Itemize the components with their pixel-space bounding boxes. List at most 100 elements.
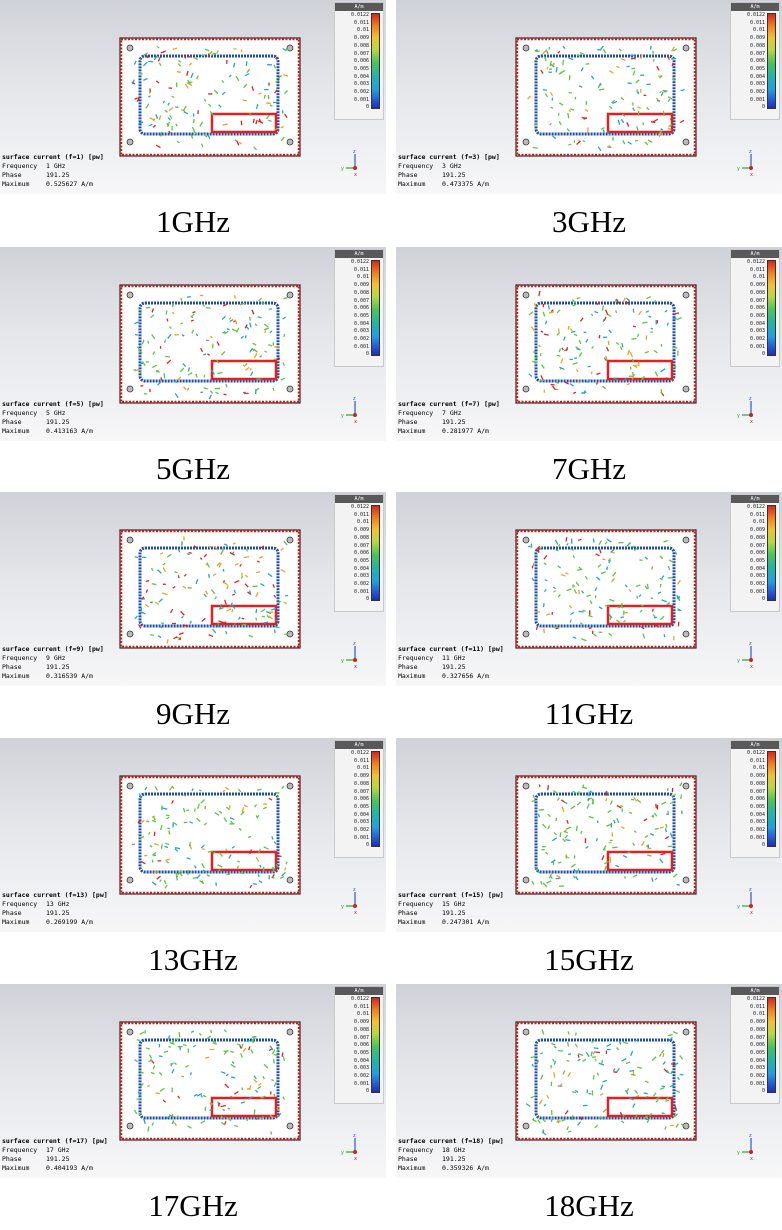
legend-tick-label: 0.009 (354, 1019, 369, 1025)
current-arrow (667, 323, 668, 326)
info-label-phase: Phase (2, 909, 46, 918)
legend-tick-label: 0.011 (750, 512, 765, 518)
info-value-phase: 191.25 (46, 909, 69, 918)
current-arrow (232, 594, 235, 595)
legend-tick-label: 0.008 (750, 781, 765, 787)
mount-hole-icon (523, 139, 529, 145)
current-arrow (597, 49, 601, 50)
info-label-frequency: Frequency (2, 654, 46, 663)
current-arrow (209, 574, 210, 578)
board-current-map (516, 1022, 696, 1144)
legend-tick-label: 0.003 (354, 819, 369, 825)
axis-y-label: y (341, 904, 344, 910)
legend-tick-label: 0.0122 (351, 504, 369, 510)
legend-tick-label: 0 (762, 104, 765, 110)
axis-z-label: z (749, 887, 752, 893)
legend-tick-label: 0.006 (750, 796, 765, 802)
legend-tick-label: 0.01 (357, 27, 369, 33)
legend-tick-label: 0.005 (750, 804, 765, 810)
current-arrow (629, 813, 632, 814)
legend-tick-label: 0 (762, 842, 765, 848)
current-arrow (570, 619, 571, 622)
info-value-phase: 191.25 (46, 1155, 69, 1164)
current-arrow (637, 1067, 642, 1068)
legend-tick-label: 0.006 (750, 305, 765, 311)
info-label-phase: Phase (398, 663, 442, 672)
mount-hole-icon (683, 386, 689, 392)
info-title: surface current (f=17) [pw] (2, 1137, 108, 1146)
current-arrow (631, 339, 636, 340)
current-arrow (568, 113, 569, 118)
current-arrow (566, 537, 567, 541)
info-value-maximum: 0.413163 A/m (46, 427, 93, 436)
current-arrow (663, 111, 664, 116)
frequency-caption: 5GHz (0, 447, 386, 491)
info-title: surface current (f=13) [pw] (2, 891, 108, 900)
current-arrow (274, 630, 275, 633)
current-arrow (576, 349, 580, 350)
legend-tick-label: 0.01 (753, 274, 765, 280)
current-arrow (593, 538, 594, 542)
current-arrow (588, 798, 589, 801)
frequency-caption: 9GHz (0, 692, 386, 736)
legend-tick-label: 0.005 (354, 313, 369, 319)
legend-tick-label: 0.007 (354, 543, 369, 549)
current-arrow (140, 371, 141, 373)
current-arrow (278, 316, 279, 319)
current-arrow (643, 122, 644, 125)
info-value-frequency: 18 GHz (442, 1146, 465, 1155)
axis-z-label: z (353, 641, 356, 647)
legend-tick-label: 0.011 (750, 20, 765, 26)
current-arrow (532, 1064, 533, 1067)
current-arrow (167, 639, 168, 643)
current-arrow (579, 611, 584, 612)
info-value-phase: 191.25 (46, 663, 69, 672)
mount-hole-icon (523, 631, 529, 637)
current-arrow (177, 72, 181, 73)
legend-tick-label: 0.002 (354, 336, 369, 342)
info-value-phase: 191.25 (442, 909, 465, 918)
legend-tick-label: 0 (366, 1088, 369, 1094)
frequency-caption: 11GHz (396, 692, 782, 736)
legend-tick-label: 0.006 (354, 305, 369, 311)
current-arrow (568, 1042, 569, 1047)
info-label-phase: Phase (2, 1155, 46, 1164)
legend-tick-label: 0.009 (750, 527, 765, 533)
legend-tick-label: 0.009 (354, 282, 369, 288)
current-arrow (634, 1040, 638, 1041)
current-arrow (662, 1113, 665, 1114)
current-arrow (602, 1060, 603, 1063)
info-label-frequency: Frequency (398, 900, 442, 909)
current-arrow (278, 358, 280, 359)
legend-tick-label: 0.007 (750, 789, 765, 795)
info-value-maximum: 0.359326 A/m (442, 1164, 489, 1173)
current-arrow (565, 840, 570, 841)
mount-hole-icon (287, 537, 293, 543)
mount-hole-icon (127, 537, 133, 543)
current-arrow (167, 319, 168, 322)
legend-tick-label: 0.004 (354, 566, 369, 572)
legend-tick-label: 0.003 (750, 819, 765, 825)
current-arrow (577, 826, 578, 831)
current-arrow (558, 862, 561, 863)
current-arrow (595, 1052, 600, 1053)
board-current-map (120, 530, 300, 652)
board-current-map (516, 38, 696, 160)
mount-hole-icon (523, 45, 529, 51)
legend-tick-label: 0 (762, 1088, 765, 1094)
current-arrow (250, 1085, 251, 1089)
legend-tick-label: 0.003 (354, 328, 369, 334)
current-arrow (188, 870, 189, 875)
